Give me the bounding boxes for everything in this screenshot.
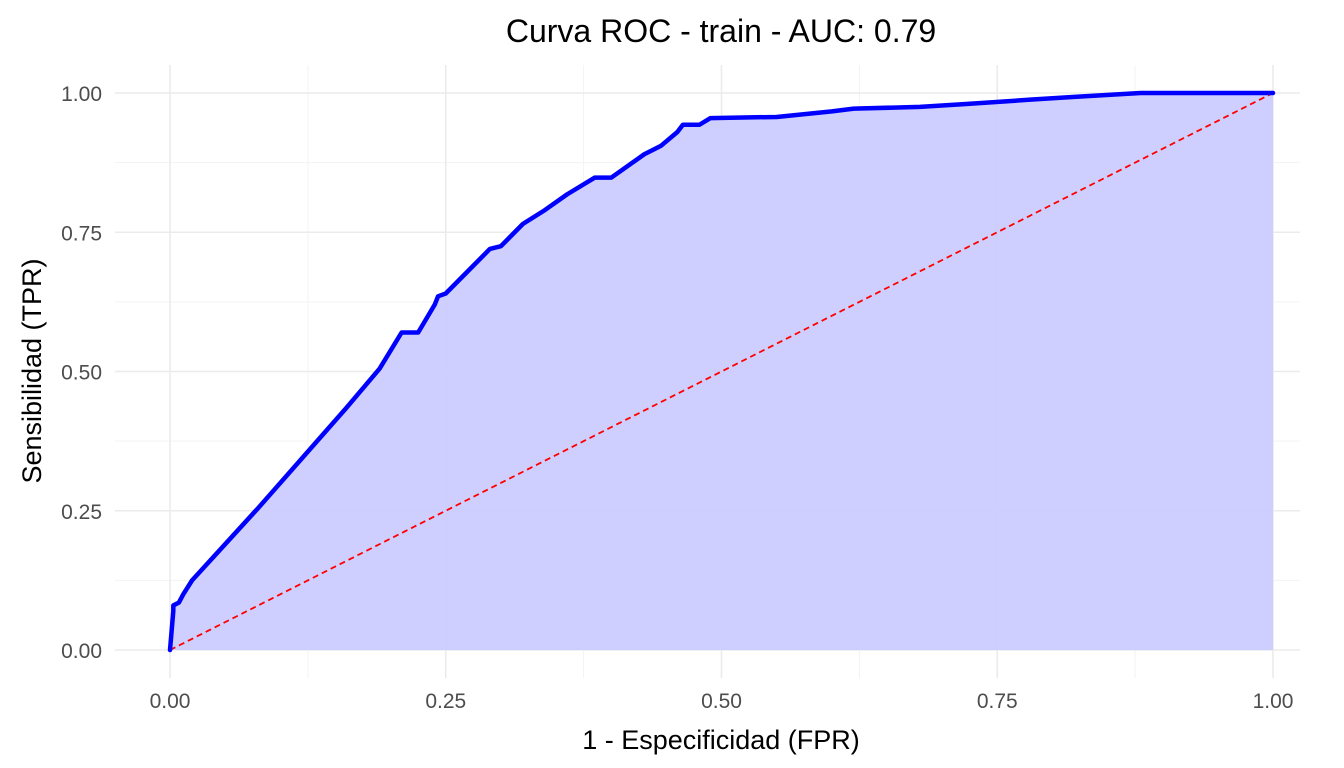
x-tick-label: 0.25 — [425, 690, 466, 713]
chart-title: Curva ROC - train - AUC: 0.79 — [506, 13, 936, 49]
x-axis-title: 1 - Especificidad (FPR) — [582, 725, 860, 755]
y-tick-label: 0.00 — [61, 640, 102, 663]
x-tick-labels: 0.00 0.25 0.50 0.75 1.00 — [150, 690, 1294, 713]
roc-area-fill — [170, 93, 1273, 650]
y-axis-title: Sensibilidad (TPR) — [17, 258, 47, 483]
y-tick-labels: 0.00 0.25 0.50 0.75 1.00 — [61, 83, 102, 663]
reference-diagonal-line — [169, 92, 1274, 651]
x-tick-label: 1.00 — [1253, 690, 1294, 713]
x-tick-label: 0.00 — [150, 690, 191, 713]
x-tick-label: 0.50 — [701, 690, 742, 713]
roc-curve-line — [167, 90, 1276, 653]
y-tick-label: 1.00 — [61, 83, 102, 106]
x-tick-label: 0.75 — [977, 690, 1018, 713]
y-tick-label: 0.25 — [61, 501, 102, 524]
y-tick-label: 0.50 — [61, 362, 102, 385]
y-tick-label: 0.75 — [61, 222, 102, 245]
